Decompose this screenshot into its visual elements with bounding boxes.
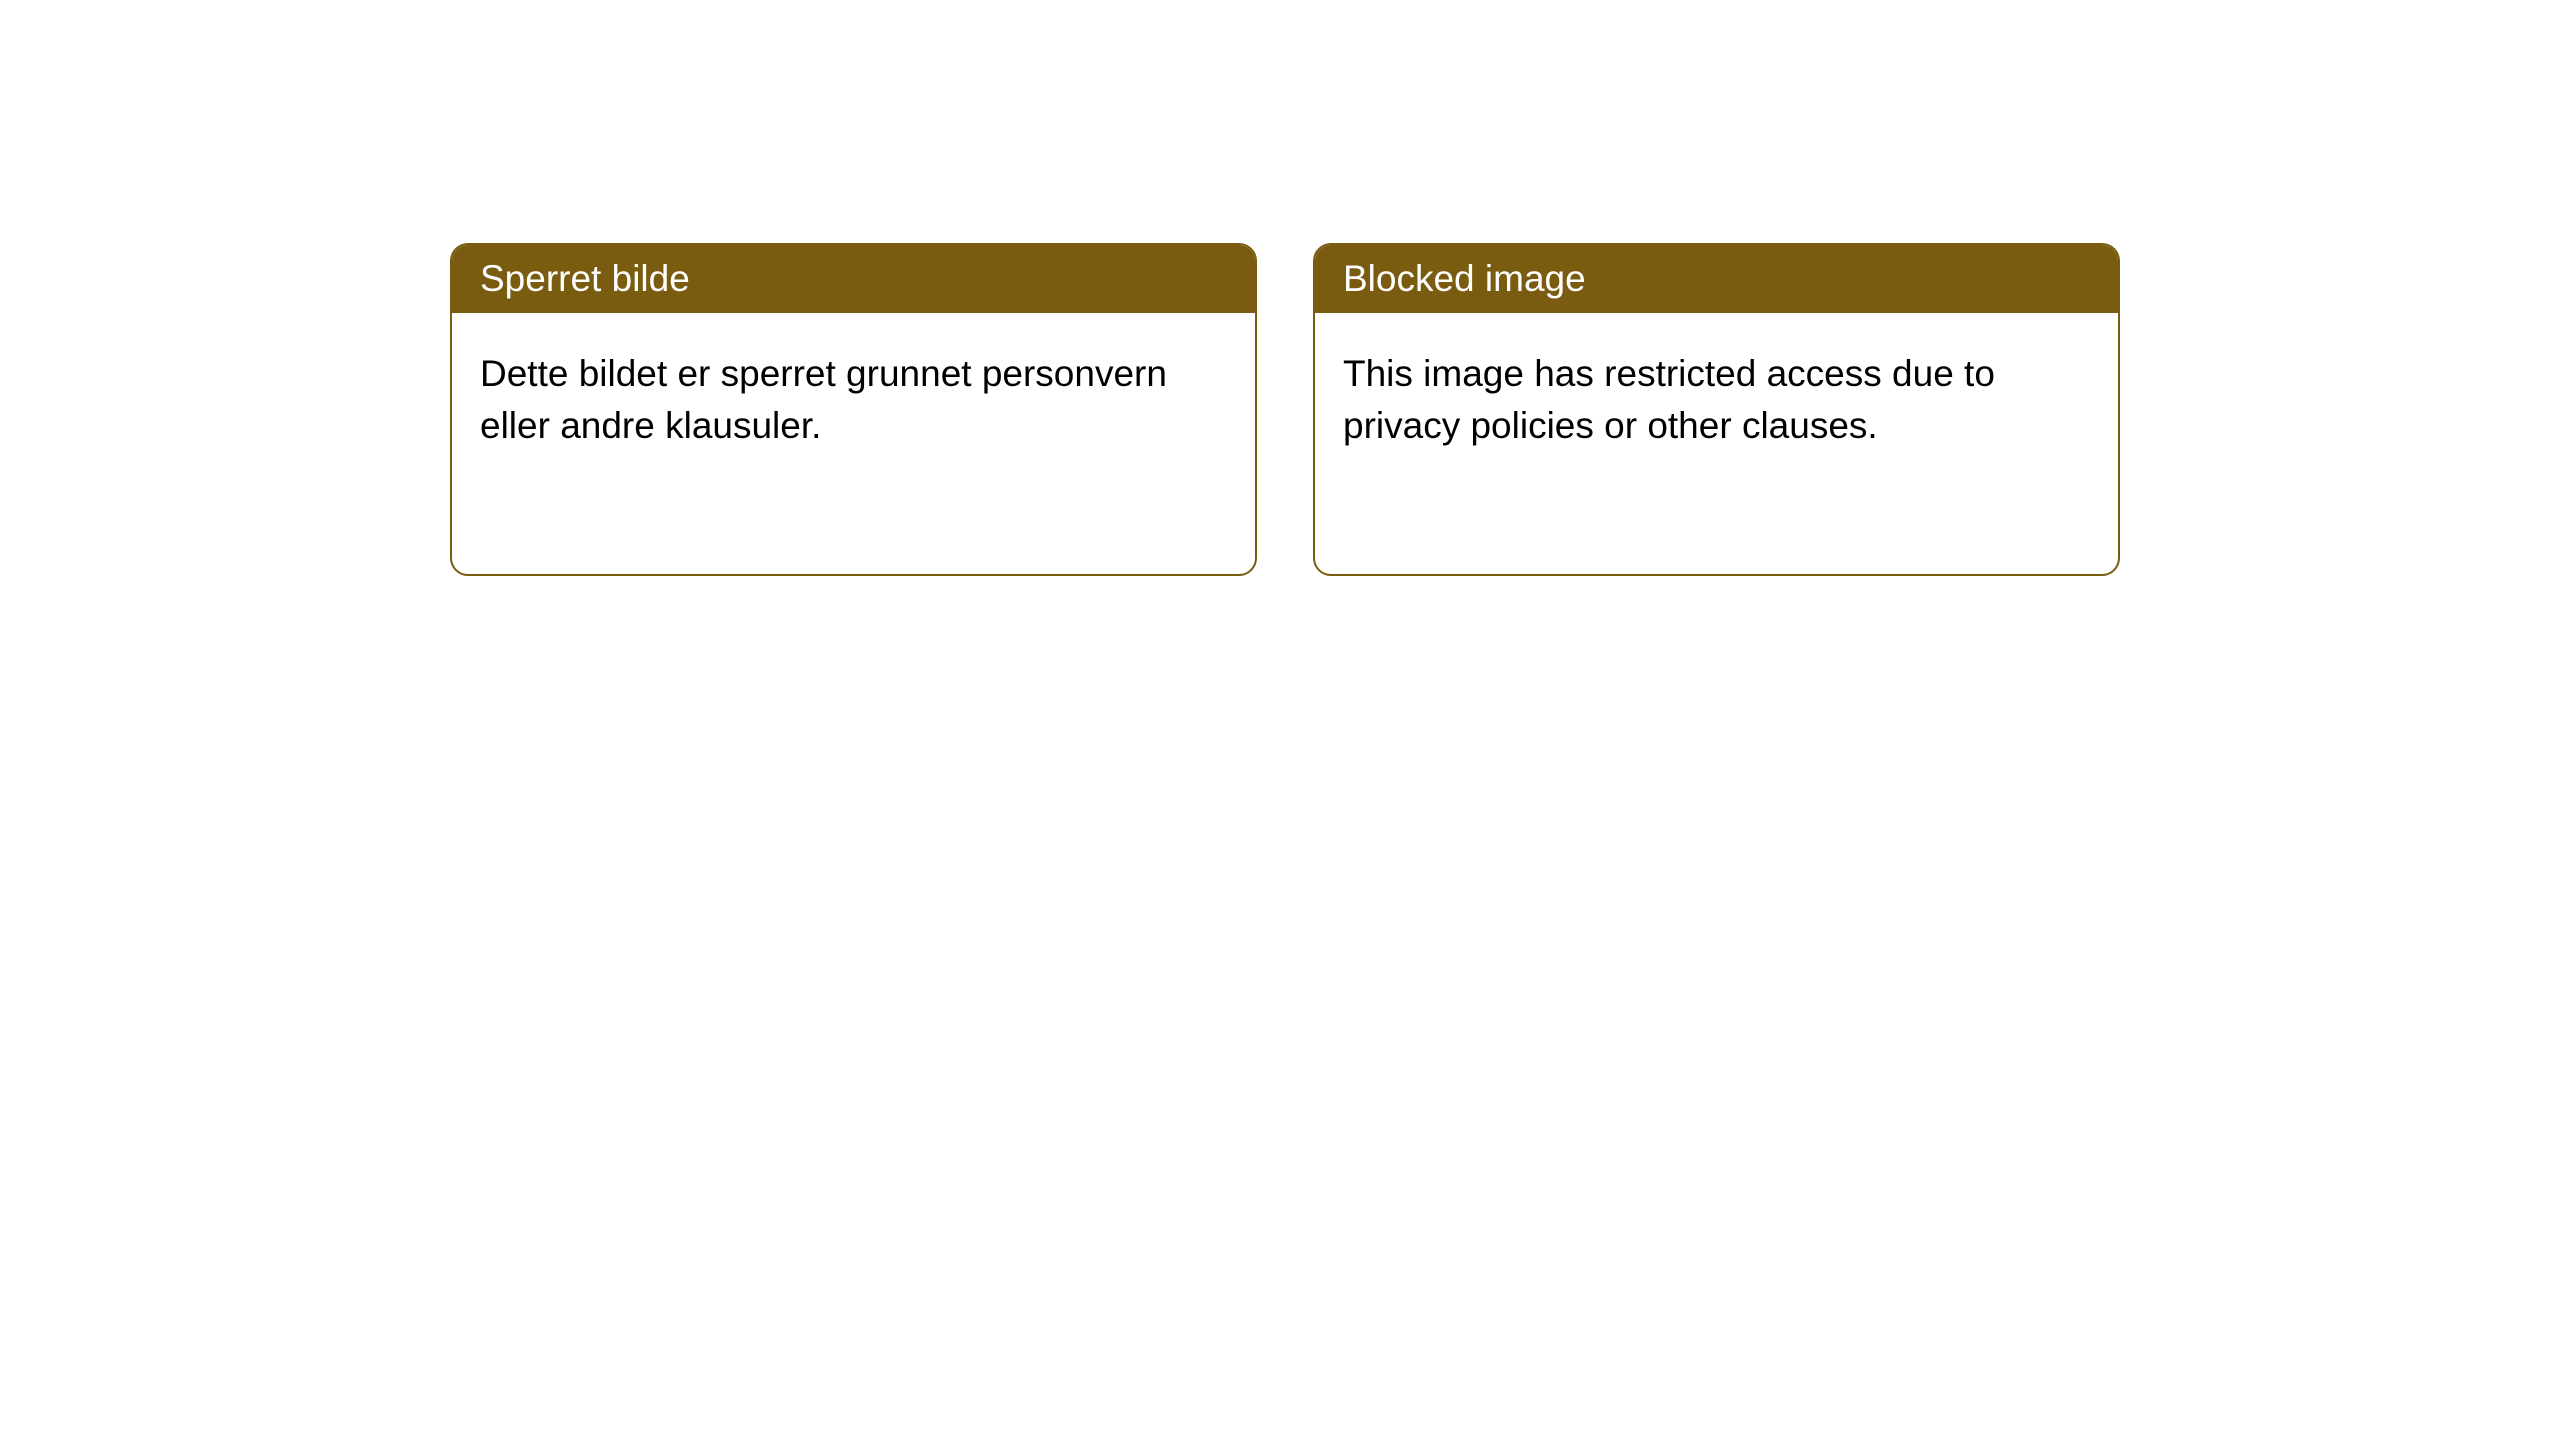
- card-header: Sperret bilde: [452, 245, 1255, 313]
- card-body: This image has restricted access due to …: [1315, 313, 2118, 487]
- card-body: Dette bildet er sperret grunnet personve…: [452, 313, 1255, 487]
- cards-container: Sperret bilde Dette bildet er sperret gr…: [450, 243, 2120, 576]
- card-body-text: This image has restricted access due to …: [1343, 353, 1995, 446]
- card-title: Sperret bilde: [480, 258, 690, 299]
- card-body-text: Dette bildet er sperret grunnet personve…: [480, 353, 1167, 446]
- card-title: Blocked image: [1343, 258, 1586, 299]
- blocked-image-card-no: Sperret bilde Dette bildet er sperret gr…: [450, 243, 1257, 576]
- card-header: Blocked image: [1315, 245, 2118, 313]
- blocked-image-card-en: Blocked image This image has restricted …: [1313, 243, 2120, 576]
